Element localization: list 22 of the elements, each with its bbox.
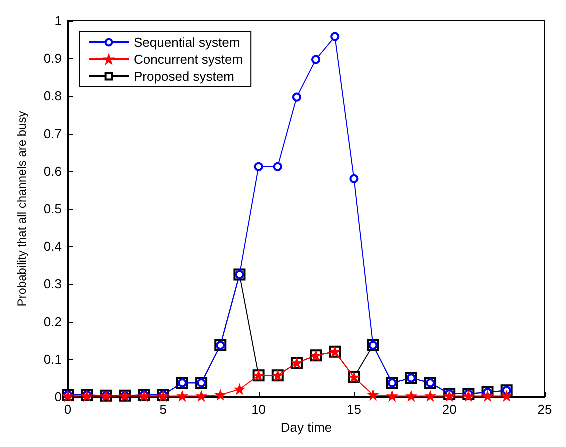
legend-label: Sequential system [134,35,240,50]
legend-label: Proposed system [134,69,234,84]
x-tick-label: 10 [252,402,266,417]
y-tick-label: 0.2 [44,314,62,330]
legend-label: Concurrent system [134,52,244,67]
x-tick-label: 0 [64,402,72,417]
y-tick-label: 0.4 [44,239,62,254]
y-tick-label: 0.1 [44,352,62,367]
x-tick-label: 20 [442,402,457,417]
y-tick-label: 0.8 [44,88,62,104]
y-tick-label: 1 [54,14,62,28]
x-tick-label: 5 [160,402,168,417]
y-axis-title: Probability that all channels are busy [15,111,29,307]
y-tick-label: 0.9 [44,51,62,66]
y-tick-label: 0.3 [44,276,62,292]
y-tick-label: 0.7 [44,126,62,142]
x-tick-label: 15 [346,402,362,417]
x-axis-title: Day time [280,420,332,435]
x-tick-label: 25 [538,402,552,417]
y-tick-label: 0 [54,390,62,404]
y-tick-label: 0.6 [44,164,62,179]
y-tick-label: 0.5 [44,202,62,216]
